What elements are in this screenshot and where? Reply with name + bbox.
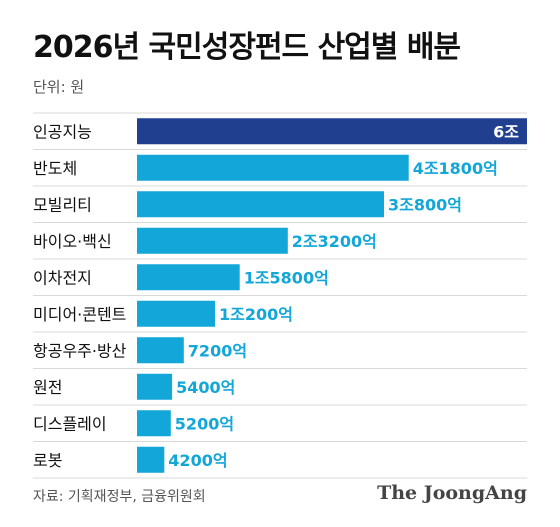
bar xyxy=(137,300,215,327)
bar xyxy=(137,373,173,400)
data-label: 5400억 xyxy=(176,378,235,397)
bar xyxy=(137,337,184,364)
category-label: 바이오·백신 xyxy=(33,232,112,251)
data-label: 7200억 xyxy=(188,341,247,360)
data-label: 2조3200억 xyxy=(292,232,377,251)
chart-title: 2026년 국민성장펀드 산업별 배분 xyxy=(33,30,461,65)
category-label: 항공우주·방산 xyxy=(33,341,127,360)
category-label: 로봇 xyxy=(33,451,62,470)
bar xyxy=(137,227,288,254)
category-label: 인공지능 xyxy=(33,122,92,141)
category-label: 미디어·콘텐트 xyxy=(33,305,126,324)
category-label: 원전 xyxy=(33,378,62,397)
category-label: 반도체 xyxy=(33,159,77,178)
bar xyxy=(137,410,171,437)
bar xyxy=(137,191,384,218)
data-label: 1조200억 xyxy=(219,305,293,324)
bar xyxy=(137,264,240,291)
source-note: 자료: 기획재정부, 금융위원회 xyxy=(33,489,206,505)
category-label: 이차전지 xyxy=(33,268,92,287)
data-label: 5200억 xyxy=(175,414,234,433)
data-label: 6조 xyxy=(493,122,519,141)
data-label: 1조5800억 xyxy=(244,268,329,287)
category-label: 모빌리티 xyxy=(33,195,92,214)
bar xyxy=(137,118,527,145)
unit-label: 단위: 원 xyxy=(33,78,85,96)
brand-logo: The JoongAng xyxy=(377,482,527,504)
data-label: 4조1800억 xyxy=(413,159,498,178)
data-label: 3조800억 xyxy=(388,195,462,214)
category-label: 디스플레이 xyxy=(33,414,107,433)
data-label: 4200억 xyxy=(168,451,227,470)
bar xyxy=(137,154,409,181)
bar xyxy=(137,446,165,473)
